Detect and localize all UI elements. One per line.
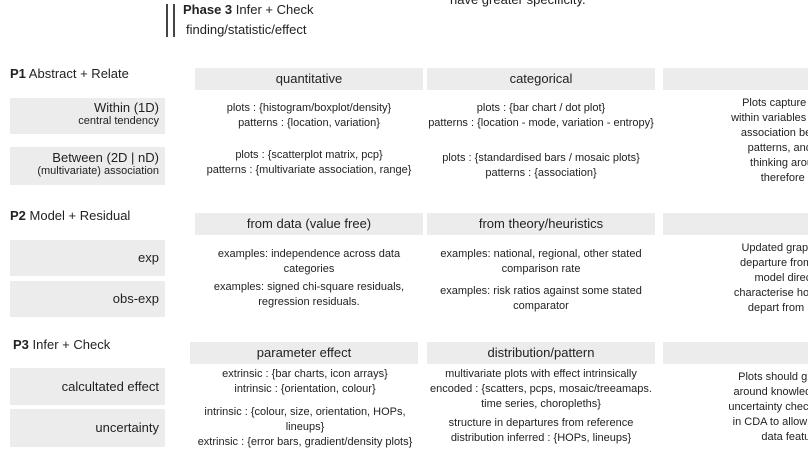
p3-label-bold: P3 [13, 337, 29, 352]
phase-title-rest: Infer + Check [232, 2, 314, 17]
p2-col-header-third [663, 213, 808, 235]
p1-cell-between-quant: plots : {scatterplot matrix, pcp} patter… [190, 148, 428, 178]
p2-cell-obs-data: examples: signed chi-square residuals, r… [190, 280, 428, 310]
desc-line: patterns, and/or plo [747, 142, 808, 154]
cell-line: multivariate plots with effect intrinsic… [445, 368, 637, 380]
desc-line: Plots should give a deg [738, 371, 808, 383]
p2-row-obs-exp: obs-exp [10, 281, 165, 317]
p3-right-description: Plots should give a deg around knowledge… [660, 370, 808, 445]
cell-line: patterns : {association} [485, 167, 597, 179]
cell-line: examples: signed chi-square residuals, [213, 281, 405, 293]
row-main-label: uncertainty [95, 420, 159, 435]
desc-line: characterise how much a [733, 287, 808, 299]
cell-line: distribution inferred : {HOPs, lineups} [450, 432, 632, 444]
p1-cell-within-quant: plots : {histogram/boxplot/density} patt… [195, 101, 423, 131]
p3-cell-effect-distribution: multivariate plots with effect intrinsic… [420, 367, 662, 412]
p1-cell-within-cat: plots : {bar chart / dot plot} patterns … [420, 101, 662, 131]
cell-line: patterns : {location - mode, variation -… [428, 117, 654, 129]
desc-line: thinking around ex [750, 157, 808, 169]
p2-row-exp: exp [10, 240, 165, 276]
phase-subtitle: finding/statistic/effect [186, 22, 307, 37]
cell-line: comparison rate [501, 263, 581, 275]
top-fragment-text: have greater specificity. [450, 0, 586, 7]
desc-line: departure from referen [739, 257, 808, 269]
desc-line: depart from referen [747, 302, 808, 314]
cell-line: lineups} [285, 421, 325, 433]
p3-cell-uncertainty-parameter: intrinsic : {colour, size, orientation, … [180, 405, 430, 450]
p1-label-bold: P1 [10, 66, 26, 81]
cell-line: plots : {scatterplot matrix, pcp} [235, 149, 383, 161]
cell-line: categories [283, 263, 335, 275]
p3-cell-uncertainty-distribution: structure in departures from reference d… [420, 416, 662, 446]
desc-line: Updated graphics enc [741, 242, 808, 254]
p1-row-between: Between (2D | nD) (multivariate) associa… [10, 147, 165, 185]
phase-title: Phase 3 Infer + Check [183, 2, 313, 17]
header-bar-1 [166, 4, 168, 37]
cell-line: plots : {standardised bars / mosaic plot… [442, 152, 640, 164]
p1-cell-between-cat: plots : {standardised bars / mosaic plot… [420, 151, 662, 181]
p1-col-header-third [663, 68, 808, 90]
p2-label-bold: P2 [10, 208, 26, 223]
p2-right-description: Updated graphics enc departure from refe… [660, 241, 808, 316]
p2-cell-exp-data: examples: independence across data categ… [190, 247, 428, 277]
p3-section-label: P3 Infer + Check [13, 337, 110, 352]
row-main-label: Within (1D) [93, 100, 159, 115]
cell-line: plots : {bar chart / dot plot} [476, 102, 606, 114]
p3-col-header-third [663, 342, 808, 364]
cell-line: encoded : {scatters, pcps, mosaic/treeam… [430, 383, 652, 395]
p2-cell-obs-theory: examples: risk ratios against some state… [420, 284, 662, 314]
cell-line: extrinsic : {error bars, gradient/densit… [197, 436, 413, 448]
p1-row-within: Within (1D) central tendency [10, 98, 165, 134]
p2-col-header-from-theory: from theory/heuristics [427, 213, 655, 235]
row-main-label: obs-exp [112, 291, 159, 306]
phase-title-bold: Phase 3 [183, 2, 233, 17]
cell-line: intrinsic : {orientation, colour} [234, 383, 376, 395]
p3-col-header-distribution-pattern: distribution/pattern [427, 342, 655, 364]
desc-line: association between v [740, 127, 808, 139]
p2-col-header-from-data: from data (value free) [195, 213, 423, 235]
p3-row-calculated-effect: calcultated effect [10, 368, 165, 405]
cell-line: structure in departures from reference [448, 417, 634, 429]
p3-col-header-parameter-effect: parameter effect [190, 342, 418, 364]
p3-row-uncertainty: uncertainty [10, 409, 165, 447]
p1-col-header-quantitative: quantitative [195, 68, 423, 90]
cell-line: examples: national, regional, other stat… [440, 248, 642, 260]
desc-line: model directly. C [754, 272, 808, 284]
desc-line: therefore mod [760, 172, 808, 184]
cell-line: examples: risk ratios against some state… [440, 285, 642, 297]
p2-section-label: P2 Model + Residual [10, 208, 130, 223]
desc-line: Plots capture the loca [742, 97, 808, 109]
p3-cell-effect-parameter: extrinsic : {bar charts, icon arrays} in… [180, 367, 430, 397]
cell-line: regression residuals. [258, 296, 360, 308]
row-main-label: calcultated effect [61, 379, 159, 394]
cell-line: examples: independence across data [217, 248, 401, 260]
cell-line: patterns : {location, variation} [238, 117, 380, 129]
header-bar-2 [173, 4, 175, 37]
p1-right-description: Plots capture the loca within variables … [660, 96, 808, 186]
p1-section-label: P1 Abstract + Relate [10, 66, 129, 81]
desc-line: within variables and degre [731, 112, 808, 124]
cell-line: time series, choropleths} [481, 398, 601, 410]
p2-cell-exp-theory: examples: national, regional, other stat… [420, 247, 662, 277]
row-sub-label: central tendency [78, 115, 159, 127]
desc-line: in CDA to allow flexibility i [732, 416, 808, 428]
cell-line: intrinsic : {colour, size, orientation, … [204, 406, 406, 418]
p2-label-rest: Model + Residual [25, 208, 131, 223]
cell-line: extrinsic : {bar charts, icon arrays} [222, 368, 388, 380]
desc-line: uncertainty checking is mor [728, 401, 808, 413]
desc-line: around knowledge derive [733, 386, 808, 398]
row-main-label: exp [138, 250, 159, 265]
desc-line: data features, [761, 431, 808, 443]
p1-col-header-categorical: categorical [427, 68, 655, 90]
p1-label-rest: Abstract + Relate [25, 66, 129, 81]
row-sub-label: (multivariate) association [37, 165, 159, 177]
cell-line: plots : {histogram/boxplot/density} [226, 102, 392, 114]
cell-line: patterns : {multivariate association, ra… [206, 164, 412, 176]
row-main-label: Between (2D | nD) [52, 150, 159, 165]
p3-label-rest: Infer + Check [28, 337, 111, 352]
cell-line: comparator [513, 300, 569, 312]
